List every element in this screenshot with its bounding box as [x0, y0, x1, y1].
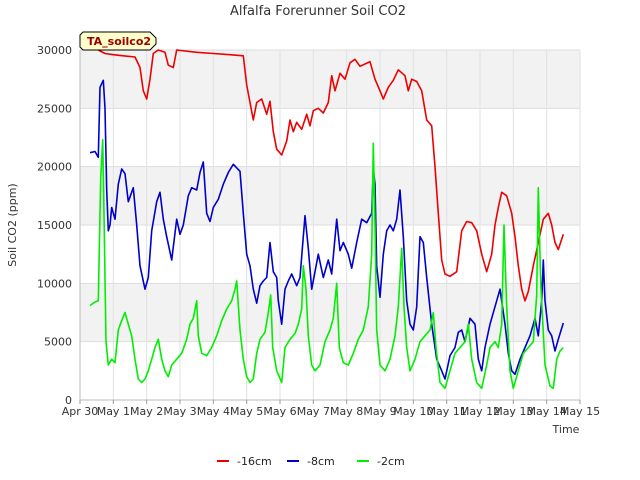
x-tick-label: May 1: [97, 405, 130, 418]
annotation-label: TA_soilco2: [87, 35, 151, 48]
series-layer: [89, 49, 565, 390]
legend: -16cm -8cm -2cm: [217, 455, 405, 468]
chart-title: Alfalfa Forerunner Soil CO2: [230, 4, 406, 19]
x-tick-label: May 2: [130, 405, 163, 418]
y-tick-label: 0: [65, 394, 72, 407]
y-tick-label: 25000: [37, 102, 72, 115]
legend-label: -2cm: [377, 455, 405, 468]
series-line: [89, 79, 565, 380]
x-tick-label: May 13: [493, 405, 533, 418]
x-tick-label: May 4: [197, 405, 230, 418]
x-tick-label: May 15: [560, 405, 600, 418]
annotation-box: TA_soilco2: [79, 31, 157, 51]
plot-band: [80, 341, 580, 400]
y-tick-label: 10000: [37, 277, 72, 290]
series-line: [97, 49, 565, 302]
y-axis-label: Soil CO2 (ppm): [6, 183, 19, 266]
plot-band: [80, 50, 580, 109]
x-axis-label: Time: [552, 423, 580, 436]
plot-background: [80, 50, 580, 400]
grid: [79, 49, 581, 401]
x-tick-label: May 12: [460, 405, 500, 418]
x-tick-label: May 7: [297, 405, 330, 418]
x-tick-label: May 11: [427, 405, 467, 418]
x-tick-label: May 6: [263, 405, 296, 418]
y-tick-label: 20000: [37, 161, 72, 174]
plot-band: [80, 225, 580, 284]
x-tick-label: Apr 30: [62, 405, 99, 418]
x-tick-label: May 3: [163, 405, 196, 418]
x-tick-label: May 14: [527, 405, 567, 418]
x-tick-label: May 9: [363, 405, 396, 418]
plot-band: [80, 283, 580, 342]
legend-label: -16cm: [237, 455, 272, 468]
x-tick-label: May 5: [230, 405, 263, 418]
annotation-frame: [79, 31, 157, 51]
y-tick-label: 15000: [37, 219, 72, 232]
x-tick-label: May 10: [393, 405, 433, 418]
legend-label: -8cm: [307, 455, 335, 468]
plot-band: [80, 108, 580, 167]
series-line: [89, 139, 564, 390]
y-tick-label: 30000: [37, 44, 72, 57]
y-tick-label: 5000: [44, 336, 72, 349]
x-tick-label: May 8: [330, 405, 363, 418]
